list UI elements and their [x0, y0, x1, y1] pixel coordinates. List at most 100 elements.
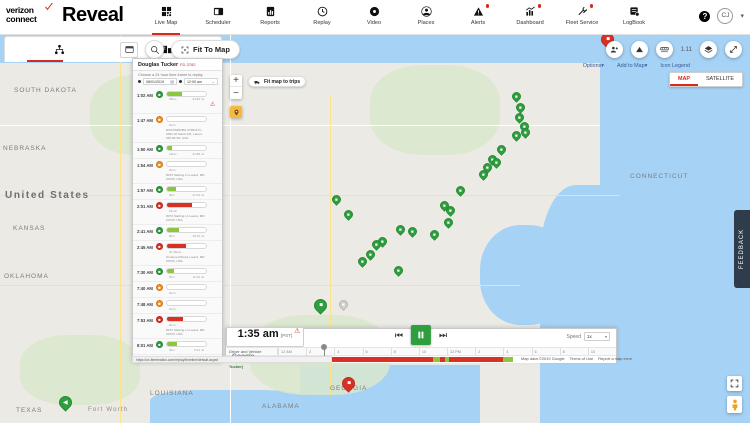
- replay-timeline-row[interactable]: 8:01 AM ■ 4km 9.31 mi: [133, 339, 222, 355]
- speed-select[interactable]: 1x ▾: [584, 332, 610, 341]
- row-meta-left: 3min: [169, 290, 176, 295]
- replay-timeline-row[interactable]: 2:45 AM ■ 4h 36min Unnamed Road, Laurel, MD…: [133, 241, 222, 266]
- timeline-segment[interactable]: [448, 357, 503, 362]
- expand-button[interactable]: [725, 41, 742, 58]
- nav-item-scheduler[interactable]: Scheduler: [192, 2, 244, 35]
- nav-label: Live Map: [154, 20, 178, 26]
- time-picker[interactable]: 12:00 am ⌄: [184, 78, 218, 85]
- map-option-links: Options▾ Add to Map▾ Icon Legend: [583, 63, 690, 69]
- zoom-out-button[interactable]: −: [233, 87, 239, 99]
- row-status-marker[interactable]: ■: [156, 145, 163, 152]
- map-type-satellite[interactable]: SATELLITE: [705, 75, 734, 82]
- nav-label: Scheduler: [205, 20, 231, 26]
- row-body: 4h 36min Unnamed Road, Laurel, MD 20723, …: [166, 243, 207, 263]
- replay-timeline-row[interactable]: 7:40 AM ■ 3min: [133, 282, 222, 298]
- timeline-segment[interactable]: [440, 357, 446, 362]
- row-status-marker[interactable]: ■: [156, 202, 163, 209]
- row-warning: [210, 300, 218, 302]
- replay-timeline-row[interactable]: 1:54 AM ■ 3min 8073 Starling Ln Laurel, MD …: [133, 159, 222, 184]
- green-area-4: [20, 335, 140, 405]
- add-to-map-link[interactable]: Add to Map▾: [617, 63, 647, 69]
- replay-panel-subtitle: Choose a 24 hour time frame to replay: [133, 71, 222, 78]
- timeline-segment[interactable]: [433, 357, 441, 362]
- row-body: 51min 8073 Starling Ln Laurel, MD 20723, …: [166, 202, 207, 222]
- triangle-button[interactable]: [630, 41, 648, 58]
- next-button[interactable]: ⏭: [439, 329, 448, 340]
- nav-item-video[interactable]: Video: [348, 2, 400, 35]
- replay-timeline-row[interactable]: 7:30 AM ■ 5km 11.02 mi: [133, 266, 222, 282]
- date-picker[interactable]: 08/01/2019 ▤: [143, 78, 177, 85]
- replay-timeline-row[interactable]: 7:48 AM ■ 2min: [133, 298, 222, 314]
- fullscreen-icon: [730, 379, 739, 388]
- row-status-marker[interactable]: ■: [156, 186, 163, 193]
- row-status-marker[interactable]: ■: [156, 227, 163, 234]
- map-options-link[interactable]: Options▾: [583, 63, 604, 69]
- nav-item-dashboard[interactable]: Dashboard: [504, 2, 556, 35]
- timeline-segment[interactable]: [502, 357, 513, 362]
- map-type-map[interactable]: MAP: [669, 73, 698, 86]
- nav-item-places[interactable]: Places: [400, 2, 452, 35]
- user-avatar[interactable]: CJ: [717, 8, 734, 24]
- nav-item-logbook[interactable]: LogBook: [608, 2, 660, 35]
- row-status-marker[interactable]: ■: [156, 90, 163, 98]
- row-meta: 2min: [166, 123, 207, 127]
- measure-button[interactable]: [655, 41, 673, 58]
- row-body: 4km 9.31 mi: [166, 341, 207, 352]
- row-status-marker[interactable]: ■: [156, 284, 163, 291]
- user-menu-caret-icon[interactable]: ▾: [740, 13, 744, 20]
- row-meta-left: 3min: [169, 167, 176, 172]
- layers-button[interactable]: [700, 41, 717, 58]
- row-status-marker[interactable]: ■: [156, 316, 163, 323]
- row-status-marker[interactable]: ■: [156, 268, 163, 275]
- nav-item-alerts[interactable]: Alerts: [452, 2, 504, 35]
- icon-legend-link[interactable]: Icon Legend: [660, 63, 690, 69]
- replay-timeline-row[interactable]: 1:02 AM ■ 45km 44.84 mi ⚠: [133, 88, 222, 114]
- verizon-logo[interactable]: verizon connect: [6, 6, 56, 24]
- vehicle-list-tab[interactable]: [113, 37, 221, 62]
- replay-timeline-list[interactable]: 1:02 AM ■ 45km 44.84 mi ⚠ 1:47 AM ■ 2min EXXONMO…: [133, 88, 222, 361]
- nav-item-fleet-service[interactable]: Fleet Service: [556, 2, 608, 35]
- search-button[interactable]: [145, 40, 164, 59]
- nav-item-live-map[interactable]: Live Map: [140, 2, 192, 35]
- row-meta: 5km 11.02 mi: [166, 275, 207, 279]
- street-view-button[interactable]: [727, 396, 742, 413]
- replay-timeline-row[interactable]: 1:50 AM ■ 12km 31.88 mi: [133, 143, 222, 159]
- replay-timeline-row[interactable]: 1:47 AM ■ 2min EXXONMOBIL 07981173 - 9391 A…: [133, 114, 222, 143]
- timeline-segment[interactable]: [328, 357, 434, 362]
- attribution-terms[interactable]: Terms of Use: [569, 356, 594, 361]
- timeline-cursor[interactable]: [321, 344, 328, 363]
- drivers-button[interactable]: [605, 41, 623, 58]
- replay-timeline-row[interactable]: 2:01 AM ■ 51min 8073 Starling Ln Laurel, MD…: [133, 200, 222, 225]
- row-meta-left: 8km: [169, 233, 175, 238]
- map-canvas[interactable]: United States SOUTH DAKOTA NEBRASKA KANSAS O…: [0, 35, 750, 423]
- pin-button[interactable]: [230, 106, 242, 118]
- row-status-marker[interactable]: ■: [156, 341, 163, 348]
- nav-item-reports[interactable]: Reports: [244, 2, 296, 35]
- row-time: 7:30 AM: [137, 270, 153, 275]
- hierarchy-tab[interactable]: [5, 37, 113, 62]
- zoom-in-button[interactable]: +: [230, 75, 242, 87]
- fit-to-map-button[interactable]: Fit To Map: [171, 40, 240, 59]
- help-icon[interactable]: ?: [699, 10, 711, 22]
- previous-button[interactable]: ⏮: [394, 329, 403, 340]
- drivers-icon: [610, 46, 618, 53]
- timeline-tick: 2: [306, 348, 311, 356]
- attribution-report[interactable]: Report a map error: [598, 356, 632, 361]
- row-status-marker[interactable]: ■: [156, 243, 163, 250]
- fit-map-to-trips-button[interactable]: Fit map to trips: [248, 76, 307, 87]
- replay-date-time-controls: 08/01/2019 ▤ 12:00 am ⌄: [133, 78, 222, 88]
- row-meta-left: 45km: [169, 97, 177, 101]
- calendar-button[interactable]: [120, 41, 138, 58]
- nav-item-replay[interactable]: Replay: [296, 2, 348, 35]
- replay-timeline-row[interactable]: 1:57 AM ■ 9km 21.04 mi: [133, 184, 222, 200]
- timeline-segment[interactable]: [445, 357, 449, 362]
- replay-timeline-row[interactable]: 2:41 AM ■ 8km 18.12 mi: [133, 225, 222, 241]
- row-status-marker[interactable]: ■: [156, 300, 163, 307]
- play-pause-button[interactable]: [411, 325, 431, 345]
- map-label: OKLAHOMA: [4, 273, 49, 280]
- row-status-marker[interactable]: ■: [156, 116, 163, 123]
- fullscreen-button[interactable]: [727, 376, 742, 391]
- feedback-tab[interactable]: FEEDBACK: [734, 210, 750, 288]
- replay-timeline-row[interactable]: 7:53 AM ■ 8min 8073 Starling Ln Laurel, MD …: [133, 314, 222, 339]
- row-status-marker[interactable]: ■: [156, 161, 163, 168]
